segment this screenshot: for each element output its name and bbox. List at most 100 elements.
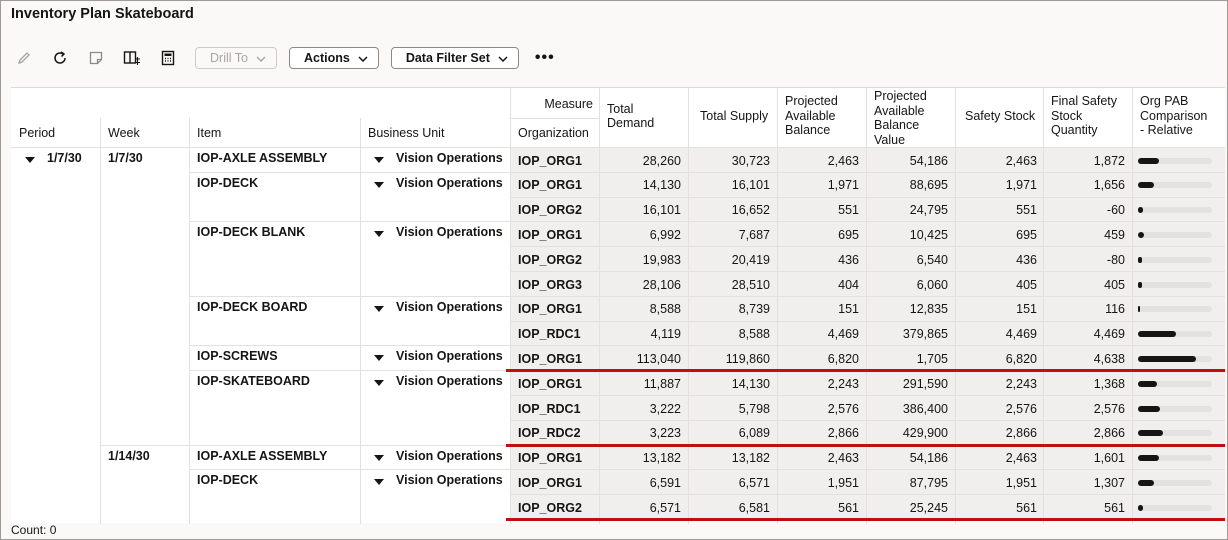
header-item: Item xyxy=(197,126,222,140)
expand-caret-icon[interactable] xyxy=(374,305,384,312)
item-cell: IOP-DECK BLANK xyxy=(197,225,306,240)
final-safety-stock-cell: 4,469 xyxy=(1093,327,1125,342)
record-count: Count: 0 xyxy=(11,523,57,537)
chevron-down-icon xyxy=(358,51,368,65)
week-cell: 1/7/30 xyxy=(108,151,143,165)
safety-stock-cell: 405 xyxy=(1016,277,1037,292)
org-pab-bar xyxy=(1138,455,1212,462)
row-divider xyxy=(510,271,1225,272)
header-business-unit: Business Unit xyxy=(368,126,445,140)
org-pab-bar-fill xyxy=(1138,157,1159,164)
header-total-supply[interactable]: Total Supply xyxy=(700,108,769,123)
header-total-demand[interactable]: Total Demand xyxy=(607,101,655,131)
expand-caret-icon[interactable] xyxy=(374,454,384,461)
total-demand-cell: 28,106 xyxy=(642,277,681,292)
safety-stock-cell: 2,866 xyxy=(1005,426,1037,441)
item-group-divider xyxy=(189,171,510,173)
business-unit-cell: Vision Operations xyxy=(396,175,503,190)
safety-stock-cell: 1,951 xyxy=(1005,475,1037,490)
business-unit-cell: Vision Operations xyxy=(396,225,503,240)
org-pab-bar xyxy=(1138,281,1212,288)
final-safety-stock-cell: -80 xyxy=(1106,252,1125,267)
data-filter-set-button[interactable]: Data Filter Set xyxy=(390,47,519,69)
final-safety-stock-cell: 405 xyxy=(1104,277,1125,292)
more-actions-icon[interactable]: ••• xyxy=(534,49,555,66)
calculator-icon[interactable] xyxy=(155,45,181,71)
header-org-pab-comparison-relative[interactable]: Org PAB Comparison - Relative xyxy=(1140,94,1208,138)
org-pab-bar-fill xyxy=(1138,331,1176,338)
expand-caret-icon[interactable] xyxy=(374,231,384,238)
business-unit-cell: Vision Operations xyxy=(396,349,503,364)
pab-cell: 1,951 xyxy=(827,475,859,490)
org-cell: IOP_ORG2 xyxy=(518,203,582,218)
collapse-caret-icon[interactable] xyxy=(25,157,35,163)
page-title: Inventory Plan Skateboard xyxy=(11,6,194,22)
org-cell: IOP_ORG1 xyxy=(518,475,582,490)
total-supply-cell: 8,588 xyxy=(738,327,770,342)
total-demand-cell: 6,591 xyxy=(649,475,681,490)
safety-stock-cell: 6,820 xyxy=(1005,351,1037,366)
refresh-icon[interactable] xyxy=(47,45,73,71)
pab-cell: 404 xyxy=(838,277,859,292)
layout-icon[interactable] xyxy=(119,45,145,71)
row-divider xyxy=(510,221,1225,223)
column-divider xyxy=(1043,88,1044,524)
pab-cell: 151 xyxy=(838,302,859,317)
pab-value-cell: 1,705 xyxy=(916,351,948,366)
org-pab-bar-fill xyxy=(1138,231,1144,238)
header-safety-stock[interactable]: Safety Stock xyxy=(965,108,1036,123)
header-final-safety-stock-quantity[interactable]: Final Safety Stock Quantity xyxy=(1051,94,1118,138)
header-projected-available-balance[interactable]: Projected Available Balance xyxy=(785,94,838,138)
toolbar: Drill To Actions Data Filter Set ••• xyxy=(11,45,555,71)
org-pab-bar xyxy=(1138,231,1212,238)
org-pab-bar xyxy=(1138,256,1212,263)
row-divider xyxy=(510,171,1225,173)
org-pab-bar xyxy=(1138,306,1212,313)
item-cell: IOP-DECK BOARD xyxy=(197,299,308,314)
expand-caret-icon[interactable] xyxy=(374,380,384,387)
pencil-icon[interactable] xyxy=(11,45,37,71)
pab-cell: 2,866 xyxy=(827,426,859,441)
note-icon[interactable] xyxy=(83,45,109,71)
column-divider xyxy=(955,88,956,524)
column-divider xyxy=(777,88,778,524)
expand-caret-icon[interactable] xyxy=(374,181,384,188)
org-cell: IOP_ORG2 xyxy=(518,500,582,515)
final-safety-stock-cell: 2,576 xyxy=(1093,401,1125,416)
period-cell: 1/7/30 xyxy=(47,151,82,165)
total-demand-cell: 8,588 xyxy=(649,302,681,317)
pab-value-cell: 54,186 xyxy=(909,451,948,466)
safety-stock-cell: 561 xyxy=(1016,500,1037,515)
header-projected-available-balance-value[interactable]: Projected Available Balance Value xyxy=(874,89,927,147)
expand-caret-icon[interactable] xyxy=(374,157,384,163)
item-cell: IOP-AXLE ASSEMBLY xyxy=(197,151,328,165)
safety-stock-cell: 2,243 xyxy=(1005,376,1037,391)
business-unit-cell: Vision Operations xyxy=(396,473,503,488)
final-safety-stock-cell: 459 xyxy=(1104,227,1125,242)
actions-button[interactable]: Actions xyxy=(288,47,379,69)
total-supply-cell: 13,182 xyxy=(731,451,770,466)
org-cell: IOP_ORG1 xyxy=(518,302,582,317)
column-divider xyxy=(189,118,190,524)
column-divider xyxy=(1132,88,1133,524)
pab-cell: 561 xyxy=(838,500,859,515)
week-cell: 1/14/30 xyxy=(108,448,150,463)
business-unit-cell: Vision Operations xyxy=(396,151,503,165)
pab-value-cell: 54,186 xyxy=(909,153,948,168)
drill-to-button[interactable]: Drill To xyxy=(195,47,277,69)
pab-cell: 2,243 xyxy=(827,376,859,391)
org-cell: IOP_ORG1 xyxy=(518,451,582,466)
row-divider xyxy=(510,345,1225,347)
org-pab-bar-fill xyxy=(1138,182,1154,189)
expand-caret-icon[interactable] xyxy=(374,479,384,486)
highlight-separator xyxy=(506,443,1225,447)
expand-caret-icon[interactable] xyxy=(374,355,384,362)
pab-value-cell: 6,060 xyxy=(916,277,948,292)
org-cell: IOP_ORG2 xyxy=(518,252,582,267)
org-pab-bar xyxy=(1138,157,1212,164)
total-demand-cell: 14,130 xyxy=(642,178,681,193)
header-period: Period xyxy=(19,126,56,140)
safety-stock-cell: 4,469 xyxy=(1005,327,1037,342)
column-divider xyxy=(599,88,600,524)
pab-value-cell: 12,835 xyxy=(909,302,948,317)
